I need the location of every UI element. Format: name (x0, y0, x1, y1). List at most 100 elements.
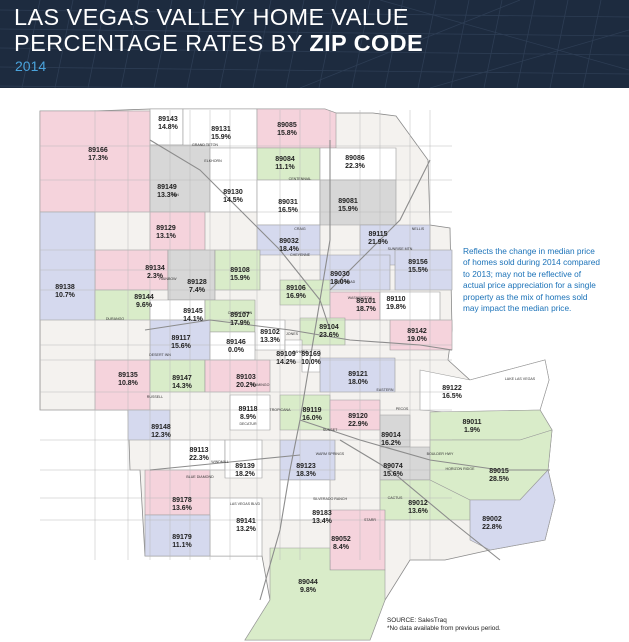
zip-percent-label: 15.6% (171, 343, 192, 350)
street-label: SAHARA (293, 350, 308, 354)
zip-code-label: 89102 (260, 329, 280, 336)
street-label: SILVERADO RANCH (313, 497, 347, 501)
zip-percent-label: 16.2% (381, 440, 402, 447)
zip-code-label: 89030 (330, 271, 350, 278)
street-label: DESERT INN (149, 353, 171, 357)
zip-code-label: 89178 (172, 497, 192, 504)
zip-code-label: 89129 (156, 225, 176, 232)
zip-percent-label: 18.2% (235, 471, 256, 478)
zip-code-label: 89032 (279, 238, 299, 245)
source-block: SOURCE: SalesTraq *No data available fro… (387, 617, 501, 633)
zip-percent-label: 10.8% (118, 380, 139, 387)
zip-percent-label: 17.3% (88, 155, 109, 162)
zip-code-label: 89169 (301, 351, 321, 358)
zip-area-89138 (39, 211, 96, 321)
zip-percent-label: 13.1% (156, 233, 177, 240)
zip-percent-label: 15.9% (211, 134, 232, 141)
zip-code-label: 89110 (386, 296, 405, 303)
zip-percent-label: 13.6% (408, 508, 429, 515)
zip-code-label: 89012 (408, 500, 428, 507)
zip-code-label: 89145 (183, 308, 203, 315)
year-label: 2014 (15, 58, 47, 74)
zip-percent-label: 14.2% (276, 359, 297, 366)
zip-percent-label: 13.4% (312, 518, 333, 525)
zip-code-label: 89144 (134, 294, 154, 301)
zip-code-label: 89052 (331, 536, 351, 543)
street-label: JONES (286, 332, 299, 336)
street-label: LAS VEGAS BLVD (230, 502, 261, 506)
zip-code-label: 89086 (345, 155, 365, 162)
zip-percent-label: 19.0% (407, 336, 428, 343)
source-line: SOURCE: SalesTraq (387, 617, 447, 624)
zip-percent-label: 18.3% (296, 471, 317, 478)
zip-percent-label: 14.1% (183, 316, 204, 323)
zip-code-label: 89104 (319, 324, 339, 331)
zip-percent-label: 22.3% (189, 455, 210, 462)
zip-code-label: 89143 (158, 116, 178, 123)
zip-percent-label: 11.1% (172, 542, 192, 549)
zip-percent-label: 22.9% (348, 421, 369, 428)
street-label: CRAIG (294, 227, 306, 231)
zip-percent-label: 14.5% (223, 197, 244, 204)
map-note: Reflects the change in median price of h… (463, 246, 600, 314)
zip-percent-label: 9.8% (300, 587, 317, 594)
street-label: FLAMINGO (251, 383, 270, 387)
zip-code-label: 89117 (171, 335, 190, 342)
street-label: RAINBOW (159, 277, 177, 281)
zip-percent-label: 15.9% (230, 275, 251, 282)
zip-percent-label: 15.8% (277, 130, 298, 137)
zip-percent-label: 12.3% (151, 432, 172, 439)
no-data-footnote: *No data available from previous period. (387, 625, 501, 632)
street-label: WARM SPRINGS (316, 452, 345, 456)
zip-code-label: 89101 (356, 298, 376, 305)
zip-percent-label: 2.3% (147, 273, 164, 280)
zip-code-label: 89081 (338, 198, 358, 205)
street-label: ELKHORN (204, 159, 222, 163)
street-label: CHARLESTON (228, 311, 253, 315)
zip-percent-label: 18.4% (279, 246, 300, 253)
zip-percent-label: 13.3% (260, 337, 281, 344)
zip-area-89146 (209, 331, 256, 361)
street-label: STARR (364, 518, 376, 522)
zip-code-label: 89128 (187, 279, 207, 286)
street-label: WINDMILL (211, 460, 229, 464)
zip-code-label: 89108 (230, 267, 250, 274)
zip-code-label: 89044 (298, 579, 318, 586)
zip-code-label: 89118 (238, 406, 257, 413)
zip-percent-label: 18.0% (330, 279, 351, 286)
zip-percent-label: 15.6% (383, 471, 404, 478)
zip-percent-label: 7.4% (189, 287, 206, 294)
zip-code-label: 89115 (368, 231, 387, 238)
zip-percent-label: 8.4% (333, 544, 350, 551)
zip-percent-label: 13.3% (157, 192, 178, 199)
zip-code-label: 89109 (276, 351, 296, 358)
freeway-network (144, 139, 550, 601)
title-line-2-regular: PERCENTAGE RATES BY (14, 30, 303, 56)
zip-area-89149 (149, 144, 211, 213)
zip-percent-label: 21.9% (368, 239, 389, 246)
title-banner: LAS VEGAS VALLEY HOME VALUE PERCENTAGE R… (0, 0, 629, 88)
street-label: EASTERN (377, 388, 394, 392)
zip-percent-label: 1.9% (464, 427, 481, 434)
street-label: DECATUR (239, 422, 257, 426)
zip-map: GRAND TETON ELKHORN CENTENNIAL ANN CRAIG CHEY… (39, 108, 556, 641)
zip-code-label: 89149 (157, 184, 177, 191)
street-label: CACTUS (388, 496, 403, 500)
zip-percent-label: 16.0% (302, 415, 323, 422)
zip-code-label: 89014 (381, 432, 401, 439)
zip-code-label: 89134 (145, 265, 165, 272)
zip-percent-label: 20.2% (236, 382, 257, 389)
street-label: NELLIS (412, 227, 425, 231)
zip-percent-label: 14.3% (172, 383, 193, 390)
street-label: LAKE LAS VEGAS (505, 377, 536, 381)
zip-percent-label: 19.8% (386, 304, 407, 311)
zip-code-label: 89146 (226, 339, 246, 346)
zip-code-label: 89121 (348, 371, 368, 378)
zip-area-89122 (419, 359, 550, 413)
zip-code-label: 89113 (189, 447, 208, 454)
zip-area-89081 (319, 179, 397, 226)
zip-code-label: 89156 (408, 259, 428, 266)
street-label: CENTENNIAL (289, 177, 312, 181)
zip-code-label: 89130 (223, 189, 243, 196)
street-label: BLUE DIAMOND (186, 475, 214, 479)
